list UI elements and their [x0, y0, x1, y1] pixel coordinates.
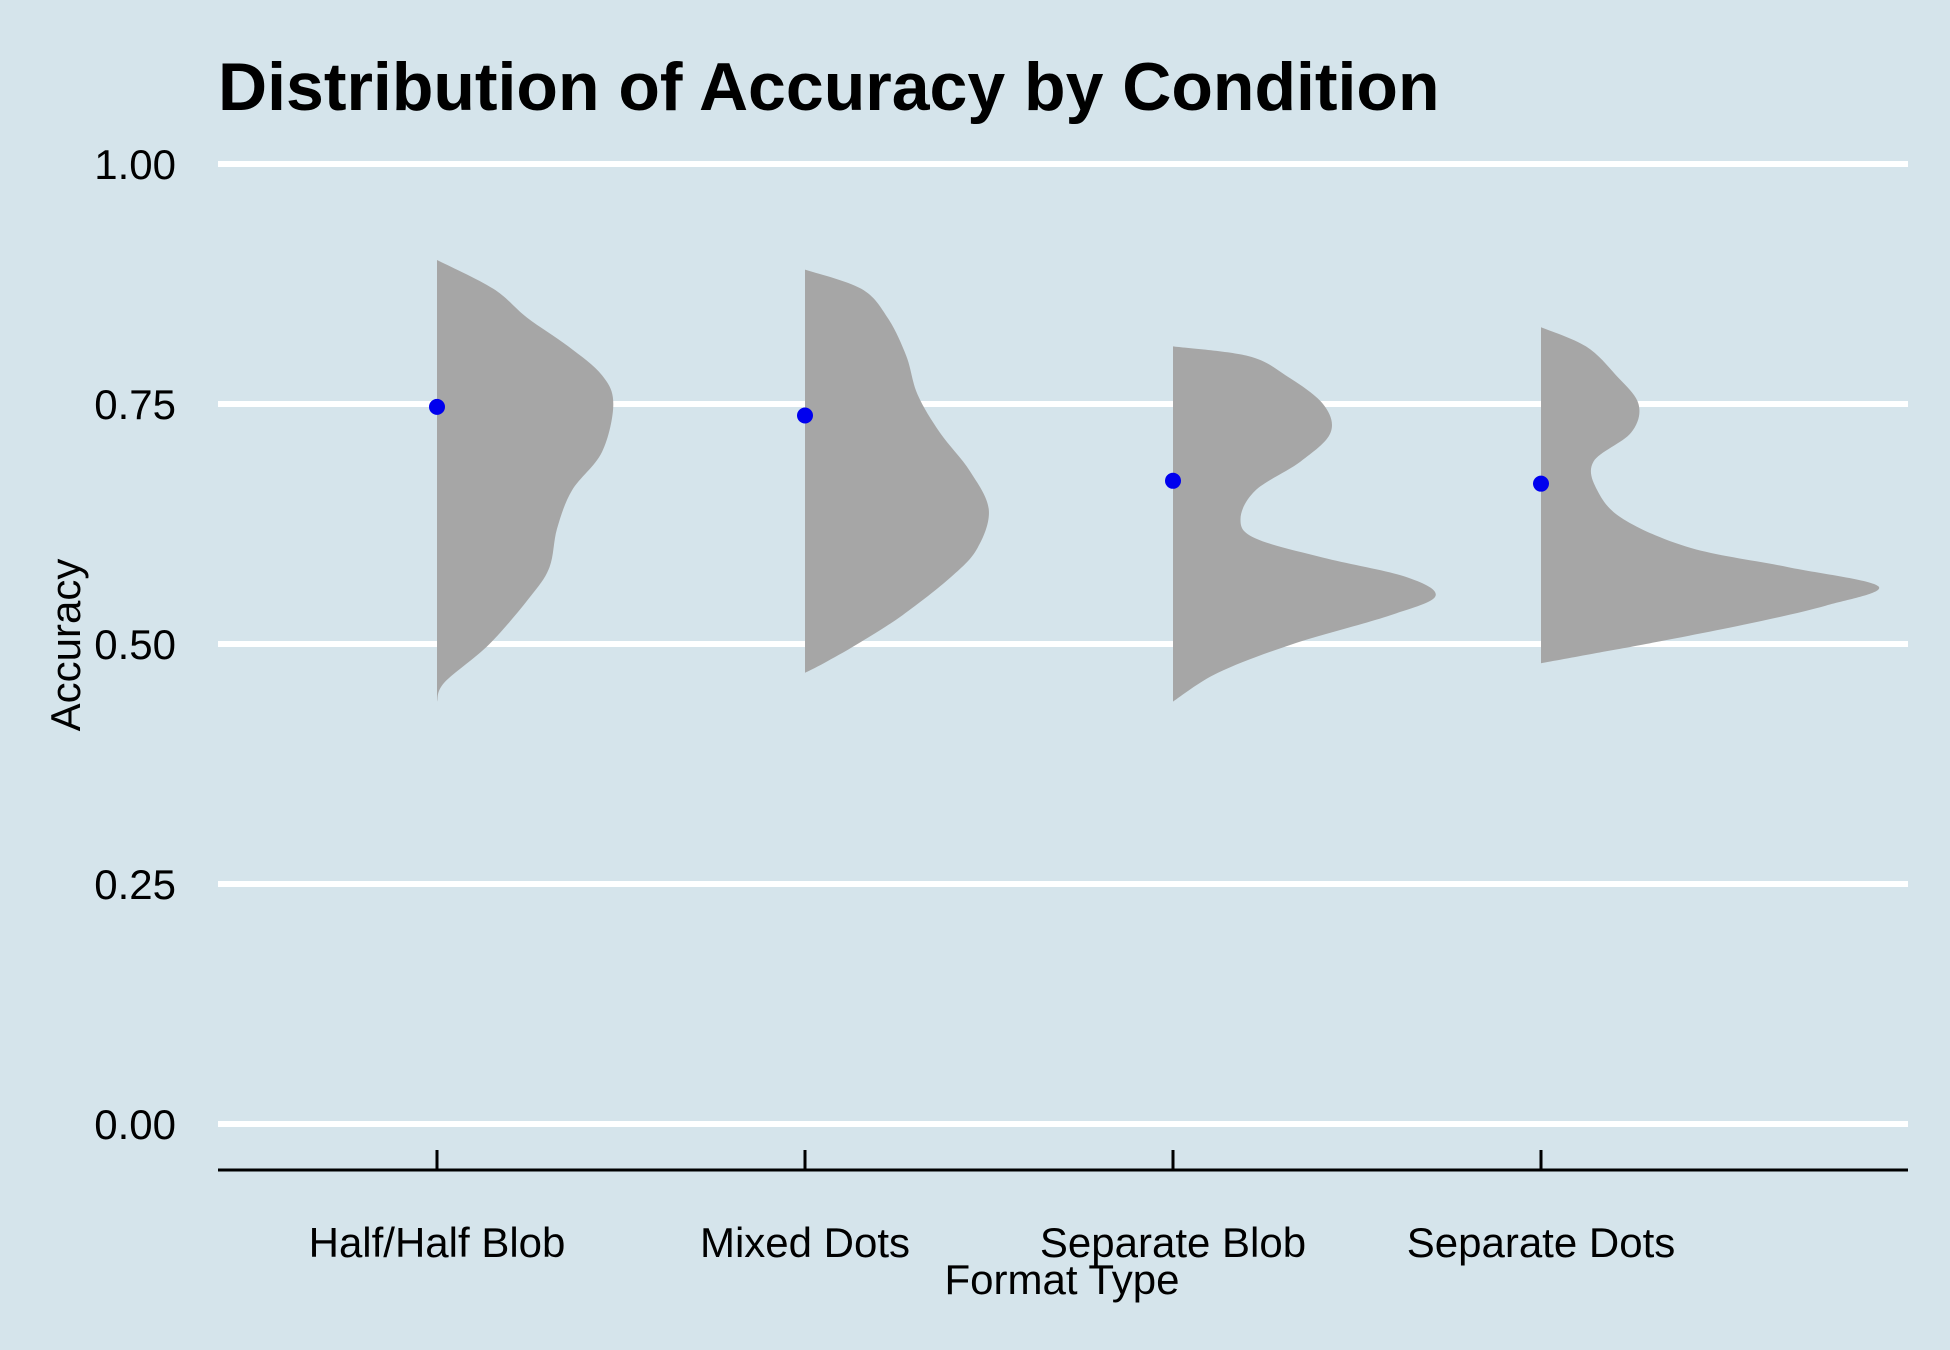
mean-point [1533, 475, 1549, 492]
violins [437, 260, 1880, 702]
x-axis-label: Format Type [945, 1256, 1180, 1303]
x-tick-label: Separate Blob [1040, 1219, 1306, 1266]
violin-mixed-dots [805, 269, 989, 673]
x-tick-label: Mixed Dots [700, 1219, 910, 1266]
y-tick-label: 0.50 [94, 621, 176, 668]
x-tick-label: Half/Half Blob [309, 1219, 566, 1266]
mean-point [429, 398, 445, 415]
violin-half-half-blob [437, 260, 614, 702]
y-tick-label: 0.00 [94, 1101, 176, 1148]
mean-point [797, 407, 813, 424]
y-tick-label: 0.25 [94, 861, 176, 908]
violin-separate-dots [1541, 327, 1880, 664]
chart-title: Distribution of Accuracy by Condition [218, 49, 1440, 125]
violin-separate-blob [1173, 346, 1436, 702]
mean-points [429, 398, 1549, 492]
y-tick-label: 1.00 [94, 141, 176, 188]
mean-point [1165, 472, 1181, 489]
x-tick-label: Separate Dots [1407, 1219, 1676, 1266]
x-axis: Half/Half Blob Mixed Dots Separate Blob Sep… [218, 1150, 1908, 1266]
y-axis-label: Accuracy [42, 559, 89, 732]
y-tick-label: 0.75 [94, 381, 176, 428]
y-axis: 0.00 0.25 0.50 0.75 1.00 [94, 141, 176, 1148]
